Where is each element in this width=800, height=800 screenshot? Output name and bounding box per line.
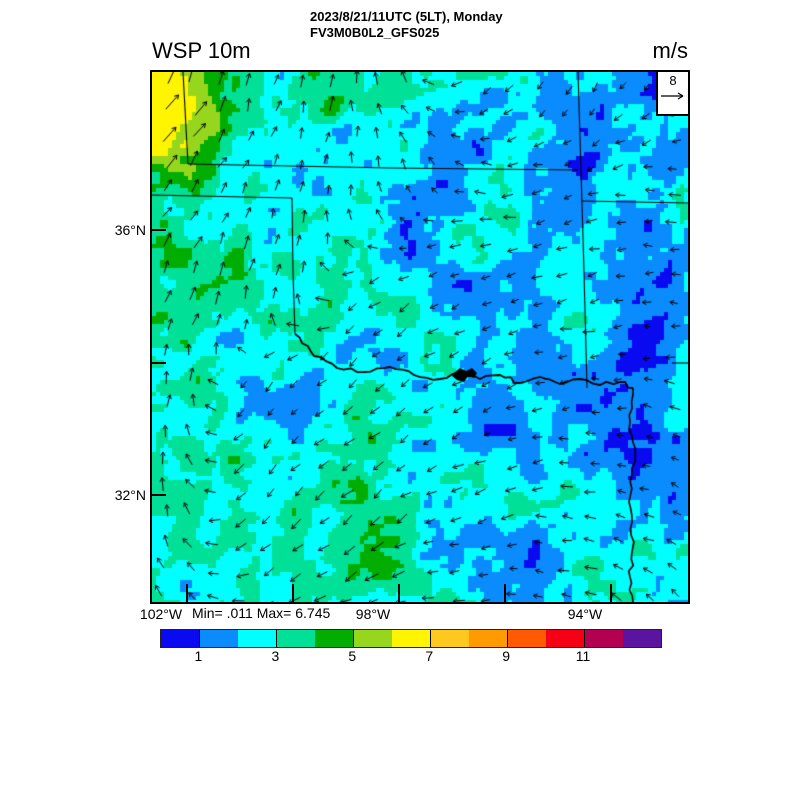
colorbar-segment: [391, 630, 431, 647]
colorbar-segment: [199, 630, 238, 647]
colorbar-segment: [237, 630, 277, 647]
colorbar-tick: [199, 630, 201, 647]
lon-label-98w: 98°W: [355, 606, 391, 622]
lat-tick-34n: [152, 362, 166, 364]
colorbar-tick-label: 1: [194, 648, 203, 664]
colorbar-segment: [314, 630, 354, 647]
colorbar-tick-label: 7: [425, 648, 434, 664]
units-label: m/s: [652, 38, 688, 63]
lon-tick-100w: [292, 584, 294, 602]
colorbar-tick: [430, 630, 432, 647]
map-panel: [150, 70, 690, 604]
plot-model-title: FV3M0B0L2_GFS025: [310, 25, 440, 40]
variable-title: WSP 10m: [152, 38, 251, 63]
reference-vector-box: 8: [656, 70, 690, 116]
colorbar-segment: [430, 630, 469, 647]
colorbar-tick-label: 3: [271, 648, 280, 664]
colorbar-labels: 1 3 5 7 9 11: [160, 648, 660, 664]
reference-vector-value: 8: [669, 73, 677, 88]
lon-tick-98w: [398, 584, 400, 602]
colorbar-segment: [276, 630, 315, 647]
colorbar-tick-label: 5: [348, 648, 357, 664]
lon-label-94w: 94°W: [567, 606, 603, 622]
colorbar-segment: [584, 630, 623, 647]
colorbar-segment: [622, 630, 662, 647]
min-max-stats: Min= .011 Max= 6.745: [192, 605, 331, 621]
lat-tick-32n: [152, 494, 166, 496]
colorbar-segment: [353, 630, 392, 647]
lat-label-36n: 36°N: [114, 222, 146, 238]
colorbar-tick: [353, 630, 355, 647]
colorbar-tick-label: 9: [502, 648, 511, 664]
colorbar-segment: [507, 630, 546, 647]
colorbar: [160, 629, 662, 648]
plot-datetime-title: 2023/8/21/11UTC (5LT), Monday: [310, 9, 503, 24]
colorbar-tick: [507, 630, 509, 647]
colorbar-segment: [468, 630, 508, 647]
colorbar-tick: [584, 630, 586, 647]
colorbar-tick: [276, 630, 278, 647]
colorbar-tick-label: 11: [575, 648, 591, 664]
lat-label-32n: 32°N: [114, 487, 146, 503]
reference-arrow-icon: [661, 92, 684, 100]
wind-speed-map-canvas: [152, 72, 688, 602]
lon-tick-96w: [504, 584, 506, 602]
lat-tick-36n: [152, 229, 166, 231]
colorbar-segment: [161, 630, 200, 647]
lon-label-102w: 102°W: [139, 606, 183, 622]
lon-tick-102w: [186, 584, 188, 602]
colorbar-segment: [545, 630, 585, 647]
lon-tick-94w: [610, 584, 612, 602]
